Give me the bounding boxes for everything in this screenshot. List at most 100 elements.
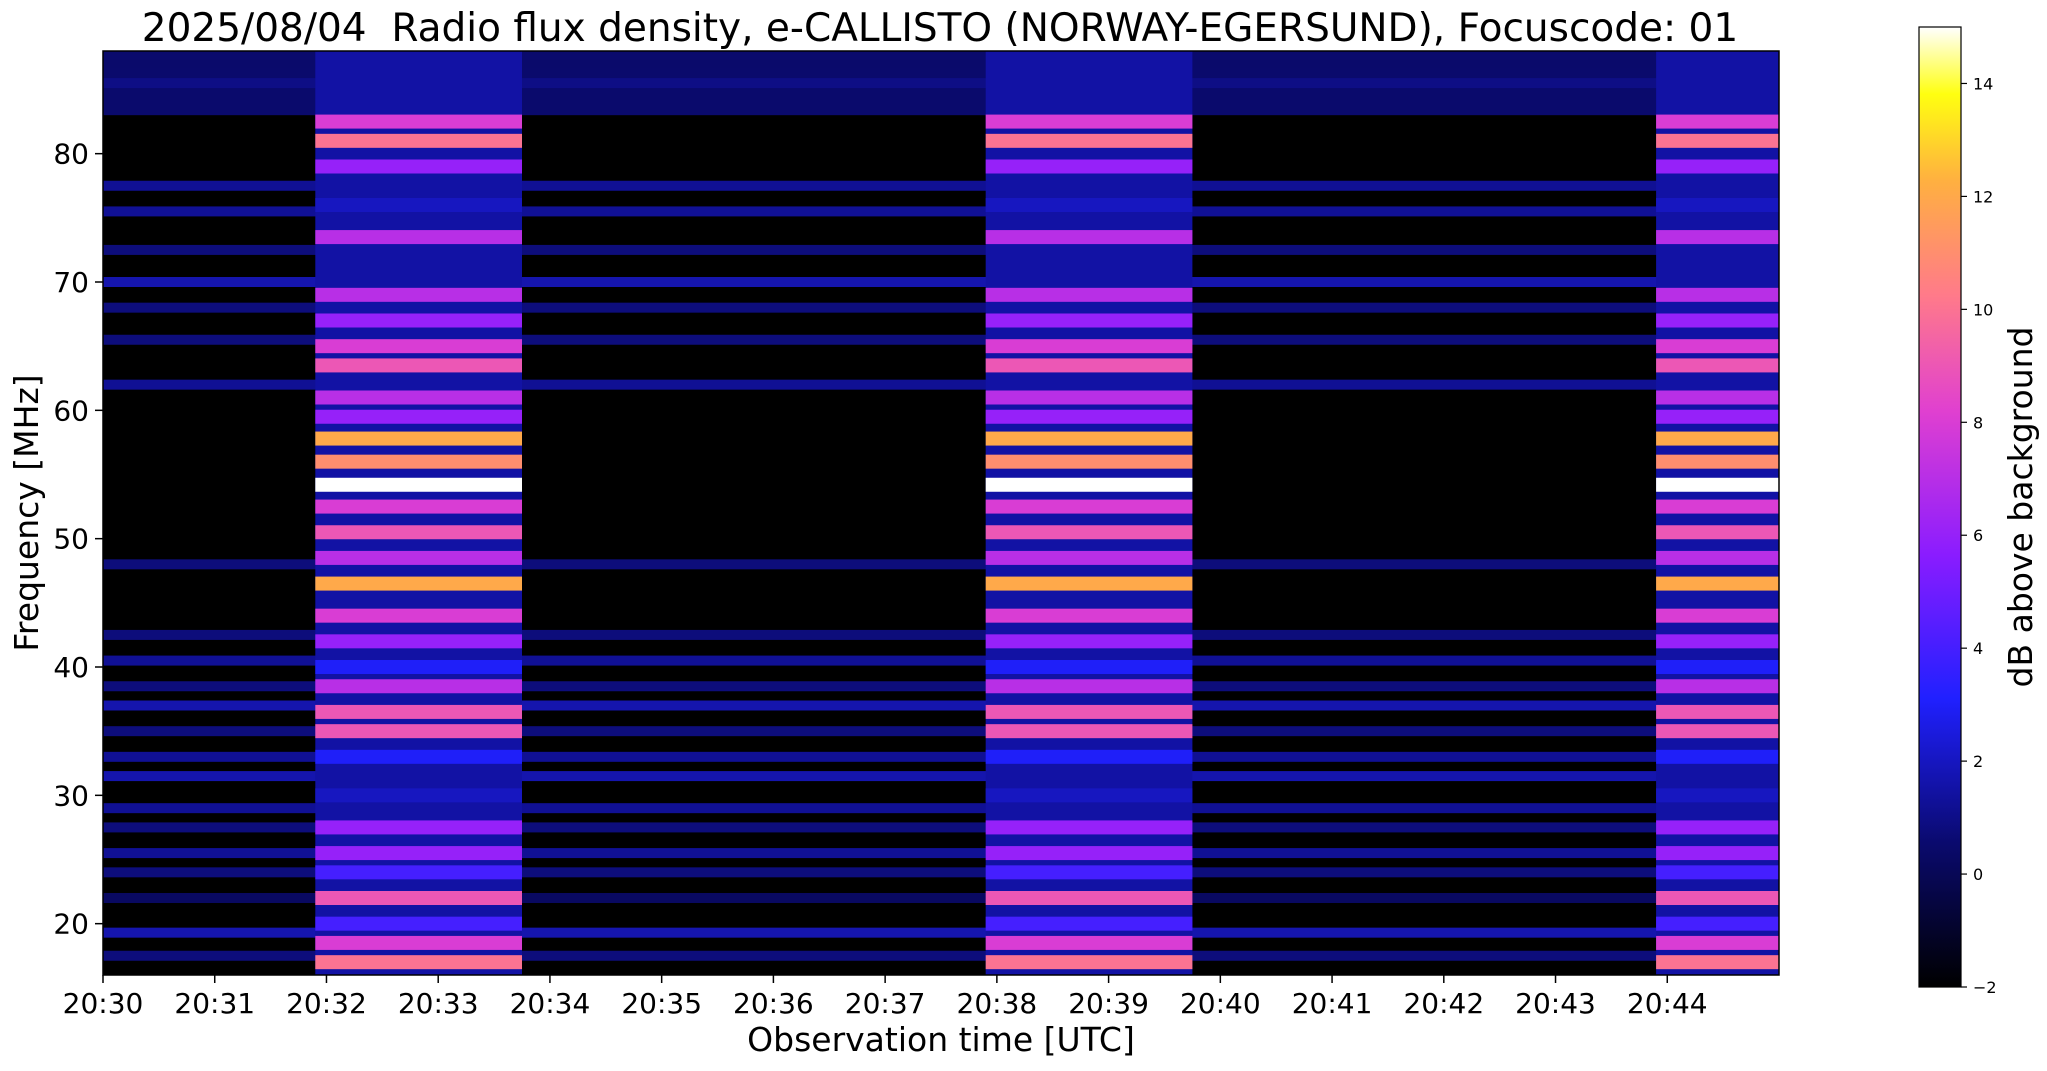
background-band — [103, 700, 1779, 711]
x-tick-label: 20:36 — [733, 987, 814, 1020]
burst-band — [315, 788, 522, 803]
burst-band — [1656, 749, 1779, 764]
background-band — [103, 379, 1779, 390]
background-band — [103, 206, 1779, 217]
burst-band — [1656, 409, 1779, 424]
burst-band — [1656, 198, 1779, 212]
burst-band — [985, 198, 1193, 212]
burst-region — [315, 51, 522, 975]
burst-band — [985, 660, 1193, 674]
burst-band — [315, 409, 522, 424]
burst-band — [1656, 525, 1779, 540]
burst-band — [315, 820, 522, 835]
burst-band — [315, 431, 522, 446]
colorbar-tick-label: 10 — [1973, 300, 1993, 319]
burst-band — [985, 820, 1193, 835]
background-band — [103, 726, 1779, 737]
chart-title: 2025/08/04 Radio flux density, e-CALLIST… — [141, 6, 1739, 51]
burst-band — [985, 339, 1193, 354]
background-band — [103, 950, 1779, 961]
burst-band — [985, 525, 1193, 540]
background-band — [103, 58, 1779, 69]
background-band — [103, 334, 1779, 345]
burst-band — [315, 159, 522, 174]
burst-band — [985, 679, 1193, 694]
y-tick-label: 60 — [53, 394, 89, 427]
burst-band — [1656, 499, 1779, 514]
burst-band — [1656, 454, 1779, 469]
burst-band — [315, 287, 522, 302]
burst-band — [985, 935, 1193, 950]
colorbar-tick-label: 8 — [1973, 413, 1983, 432]
colorbar-tick-label: 12 — [1973, 187, 1993, 206]
colorbar-tick-label: 14 — [1973, 74, 1993, 93]
burst-band — [315, 576, 522, 591]
burst-band — [1656, 704, 1779, 719]
burst-band — [985, 608, 1193, 623]
burst-band — [1656, 358, 1779, 373]
burst-band — [985, 576, 1193, 591]
burst-band — [985, 390, 1193, 405]
background-band — [103, 822, 1779, 833]
burst-band — [1656, 916, 1779, 931]
burst-band — [1656, 159, 1779, 174]
burst-band — [315, 313, 522, 328]
burst-band — [1656, 935, 1779, 950]
burst-band — [315, 724, 522, 739]
background-band — [103, 244, 1779, 255]
burst-band — [1656, 865, 1779, 880]
burst-band — [315, 230, 522, 245]
colorbar-tick-label: −2 — [1973, 978, 1997, 997]
burst-band — [985, 916, 1193, 931]
burst-band — [1656, 788, 1779, 803]
y-tick-label: 40 — [53, 651, 89, 684]
x-tick-label: 20:42 — [1403, 987, 1484, 1020]
burst-band — [985, 499, 1193, 514]
background-band — [103, 893, 1779, 903]
background-band — [103, 803, 1779, 814]
burst-band — [315, 935, 522, 950]
burst-band — [985, 788, 1193, 803]
burst-band — [315, 550, 522, 565]
burst-band — [985, 634, 1193, 649]
burst-band — [315, 499, 522, 514]
y-tick-label: 30 — [53, 779, 89, 812]
burst-band — [315, 846, 522, 861]
burst-band — [1656, 820, 1779, 835]
x-tick-label: 20:34 — [510, 987, 591, 1020]
x-tick-label: 20:40 — [1180, 987, 1261, 1020]
y-tick-label: 70 — [53, 266, 89, 299]
background-band — [103, 771, 1779, 782]
burst-band — [1656, 724, 1779, 739]
background-band — [103, 180, 1779, 191]
colorbar-tick-label: 6 — [1973, 526, 1983, 545]
burst-band — [985, 133, 1193, 148]
burst-band — [315, 891, 522, 905]
burst-band — [985, 846, 1193, 861]
y-tick-label: 50 — [53, 523, 89, 556]
burst-band — [315, 955, 522, 970]
burst-band — [985, 865, 1193, 880]
burst-band — [985, 955, 1193, 970]
burst-band — [1656, 477, 1779, 492]
background-band — [103, 277, 1779, 287]
burst-band — [1656, 313, 1779, 328]
burst-band — [1656, 133, 1779, 148]
background-band — [103, 629, 1779, 640]
burst-band — [315, 339, 522, 354]
x-tick-label: 20:39 — [1068, 987, 1149, 1020]
x-tick-label: 20:37 — [845, 987, 926, 1020]
burst-band — [985, 891, 1193, 905]
colorbar-tick-label: 4 — [1973, 639, 1983, 658]
background-band — [103, 559, 1779, 570]
burst-band — [985, 358, 1193, 373]
burst-band — [315, 390, 522, 405]
colorbar — [1918, 26, 1962, 988]
burst-band — [315, 133, 522, 148]
burst-band — [315, 679, 522, 694]
burst-band — [1656, 550, 1779, 565]
burst-band — [1656, 114, 1779, 129]
x-tick-label: 20:33 — [398, 987, 479, 1020]
burst-band — [1656, 955, 1779, 970]
background-band — [103, 78, 1779, 89]
